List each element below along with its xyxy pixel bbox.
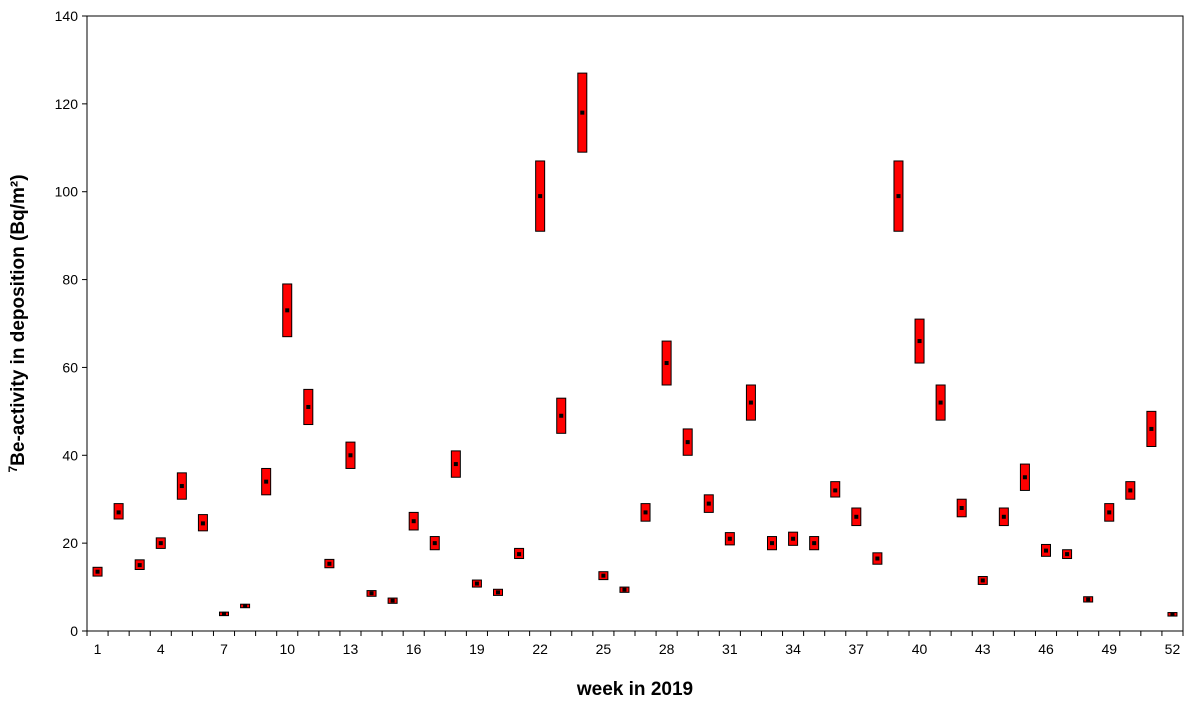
y-tick-label: 60 xyxy=(62,359,78,375)
x-tick-label: 19 xyxy=(469,641,485,657)
y-axis: 0 20 40 60 80 100 120 140 xyxy=(55,8,87,639)
x-tick-label: 31 xyxy=(722,641,738,657)
data-point xyxy=(432,541,437,546)
y-tick-label: 80 xyxy=(62,272,78,288)
data-point xyxy=(474,581,479,586)
data-point xyxy=(917,339,922,344)
y-tick-label: 120 xyxy=(55,96,79,112)
plot-area: 1 4 7 10 13 16 19 22 25 28 31 34 37 40 43 46 49 52 0 20 40 6… xyxy=(55,8,1184,657)
data-point xyxy=(327,561,332,566)
data-point xyxy=(411,519,416,524)
data-point xyxy=(243,603,248,608)
plot-frame xyxy=(86,15,1184,632)
x-tick-label: 4 xyxy=(157,641,165,657)
data-point xyxy=(348,453,353,458)
data-point xyxy=(833,488,838,493)
data-point xyxy=(664,361,669,366)
data-point xyxy=(980,578,985,583)
x-tick-label: 46 xyxy=(1038,641,1054,657)
x-axis: 1 4 7 10 13 16 19 22 25 28 31 34 37 40 43 46 49 52 xyxy=(86,631,1184,657)
data-point xyxy=(938,400,943,405)
range-bars xyxy=(92,72,1178,617)
data-point xyxy=(601,573,606,578)
data-point xyxy=(496,590,500,595)
x-axis-title: week in 2019 xyxy=(576,679,693,700)
data-point xyxy=(517,552,522,557)
data-point xyxy=(748,400,753,405)
x-tick-label: 16 xyxy=(406,641,422,657)
data-point xyxy=(706,501,711,506)
x-tick-label: 10 xyxy=(279,641,295,657)
x-tick-label: 40 xyxy=(912,641,928,657)
data-point xyxy=(179,484,184,489)
data-point xyxy=(854,514,859,519)
data-point xyxy=(306,404,311,409)
data-point xyxy=(538,194,543,199)
data-point xyxy=(1022,475,1027,480)
y-tick-label: 40 xyxy=(62,447,78,463)
y-tick-label: 0 xyxy=(70,623,78,639)
data-point xyxy=(1044,548,1048,553)
x-tick-label: 43 xyxy=(975,641,991,657)
data-point xyxy=(559,413,564,418)
data-point xyxy=(643,510,648,515)
data-point xyxy=(580,110,585,115)
data-point xyxy=(453,462,458,467)
y-axis-title: 7Be-activity in deposition (Bq/m²) xyxy=(6,174,29,472)
x-tick-label: 28 xyxy=(659,641,675,657)
x-tick-label: 22 xyxy=(532,641,548,657)
x-tick-label: 37 xyxy=(849,641,865,657)
data-point xyxy=(222,611,226,616)
x-tick-label: 52 xyxy=(1165,641,1181,657)
y-tick-label: 140 xyxy=(55,8,79,24)
data-point xyxy=(1170,612,1175,617)
data-point xyxy=(812,541,817,546)
x-tick-label: 7 xyxy=(220,641,228,657)
data-point xyxy=(137,563,142,568)
data-point xyxy=(791,536,796,541)
data-point xyxy=(369,591,374,596)
x-tick-label: 49 xyxy=(1101,641,1117,657)
data-point xyxy=(896,194,901,199)
data-point xyxy=(285,308,290,313)
data-point xyxy=(116,510,121,515)
data-point xyxy=(875,556,880,561)
data-point xyxy=(770,541,774,546)
x-tick-label: 34 xyxy=(785,641,801,657)
data-point xyxy=(1086,597,1091,602)
point-markers xyxy=(95,110,1175,617)
data-point xyxy=(95,569,100,574)
data-point xyxy=(1128,488,1133,493)
data-point xyxy=(1001,514,1006,519)
y-axis-title-superscript: 7 xyxy=(6,466,20,473)
y-tick-label: 20 xyxy=(62,535,78,551)
data-point xyxy=(1065,552,1070,557)
data-point xyxy=(622,587,627,592)
data-point xyxy=(1107,510,1112,515)
y-tick-label: 100 xyxy=(55,184,79,200)
data-point xyxy=(390,598,395,603)
data-point xyxy=(158,541,163,546)
x-tick-label: 13 xyxy=(343,641,359,657)
data-point xyxy=(264,479,269,484)
data-point xyxy=(1149,426,1154,431)
y-axis-title-text: Be-activity in deposition (Bq/m²) xyxy=(8,174,29,465)
x-tick-label: 25 xyxy=(596,641,612,657)
data-point xyxy=(200,521,205,526)
x-tick-label: 1 xyxy=(94,641,102,657)
data-point xyxy=(727,536,732,541)
data-point xyxy=(959,506,964,510)
data-point xyxy=(685,440,690,445)
